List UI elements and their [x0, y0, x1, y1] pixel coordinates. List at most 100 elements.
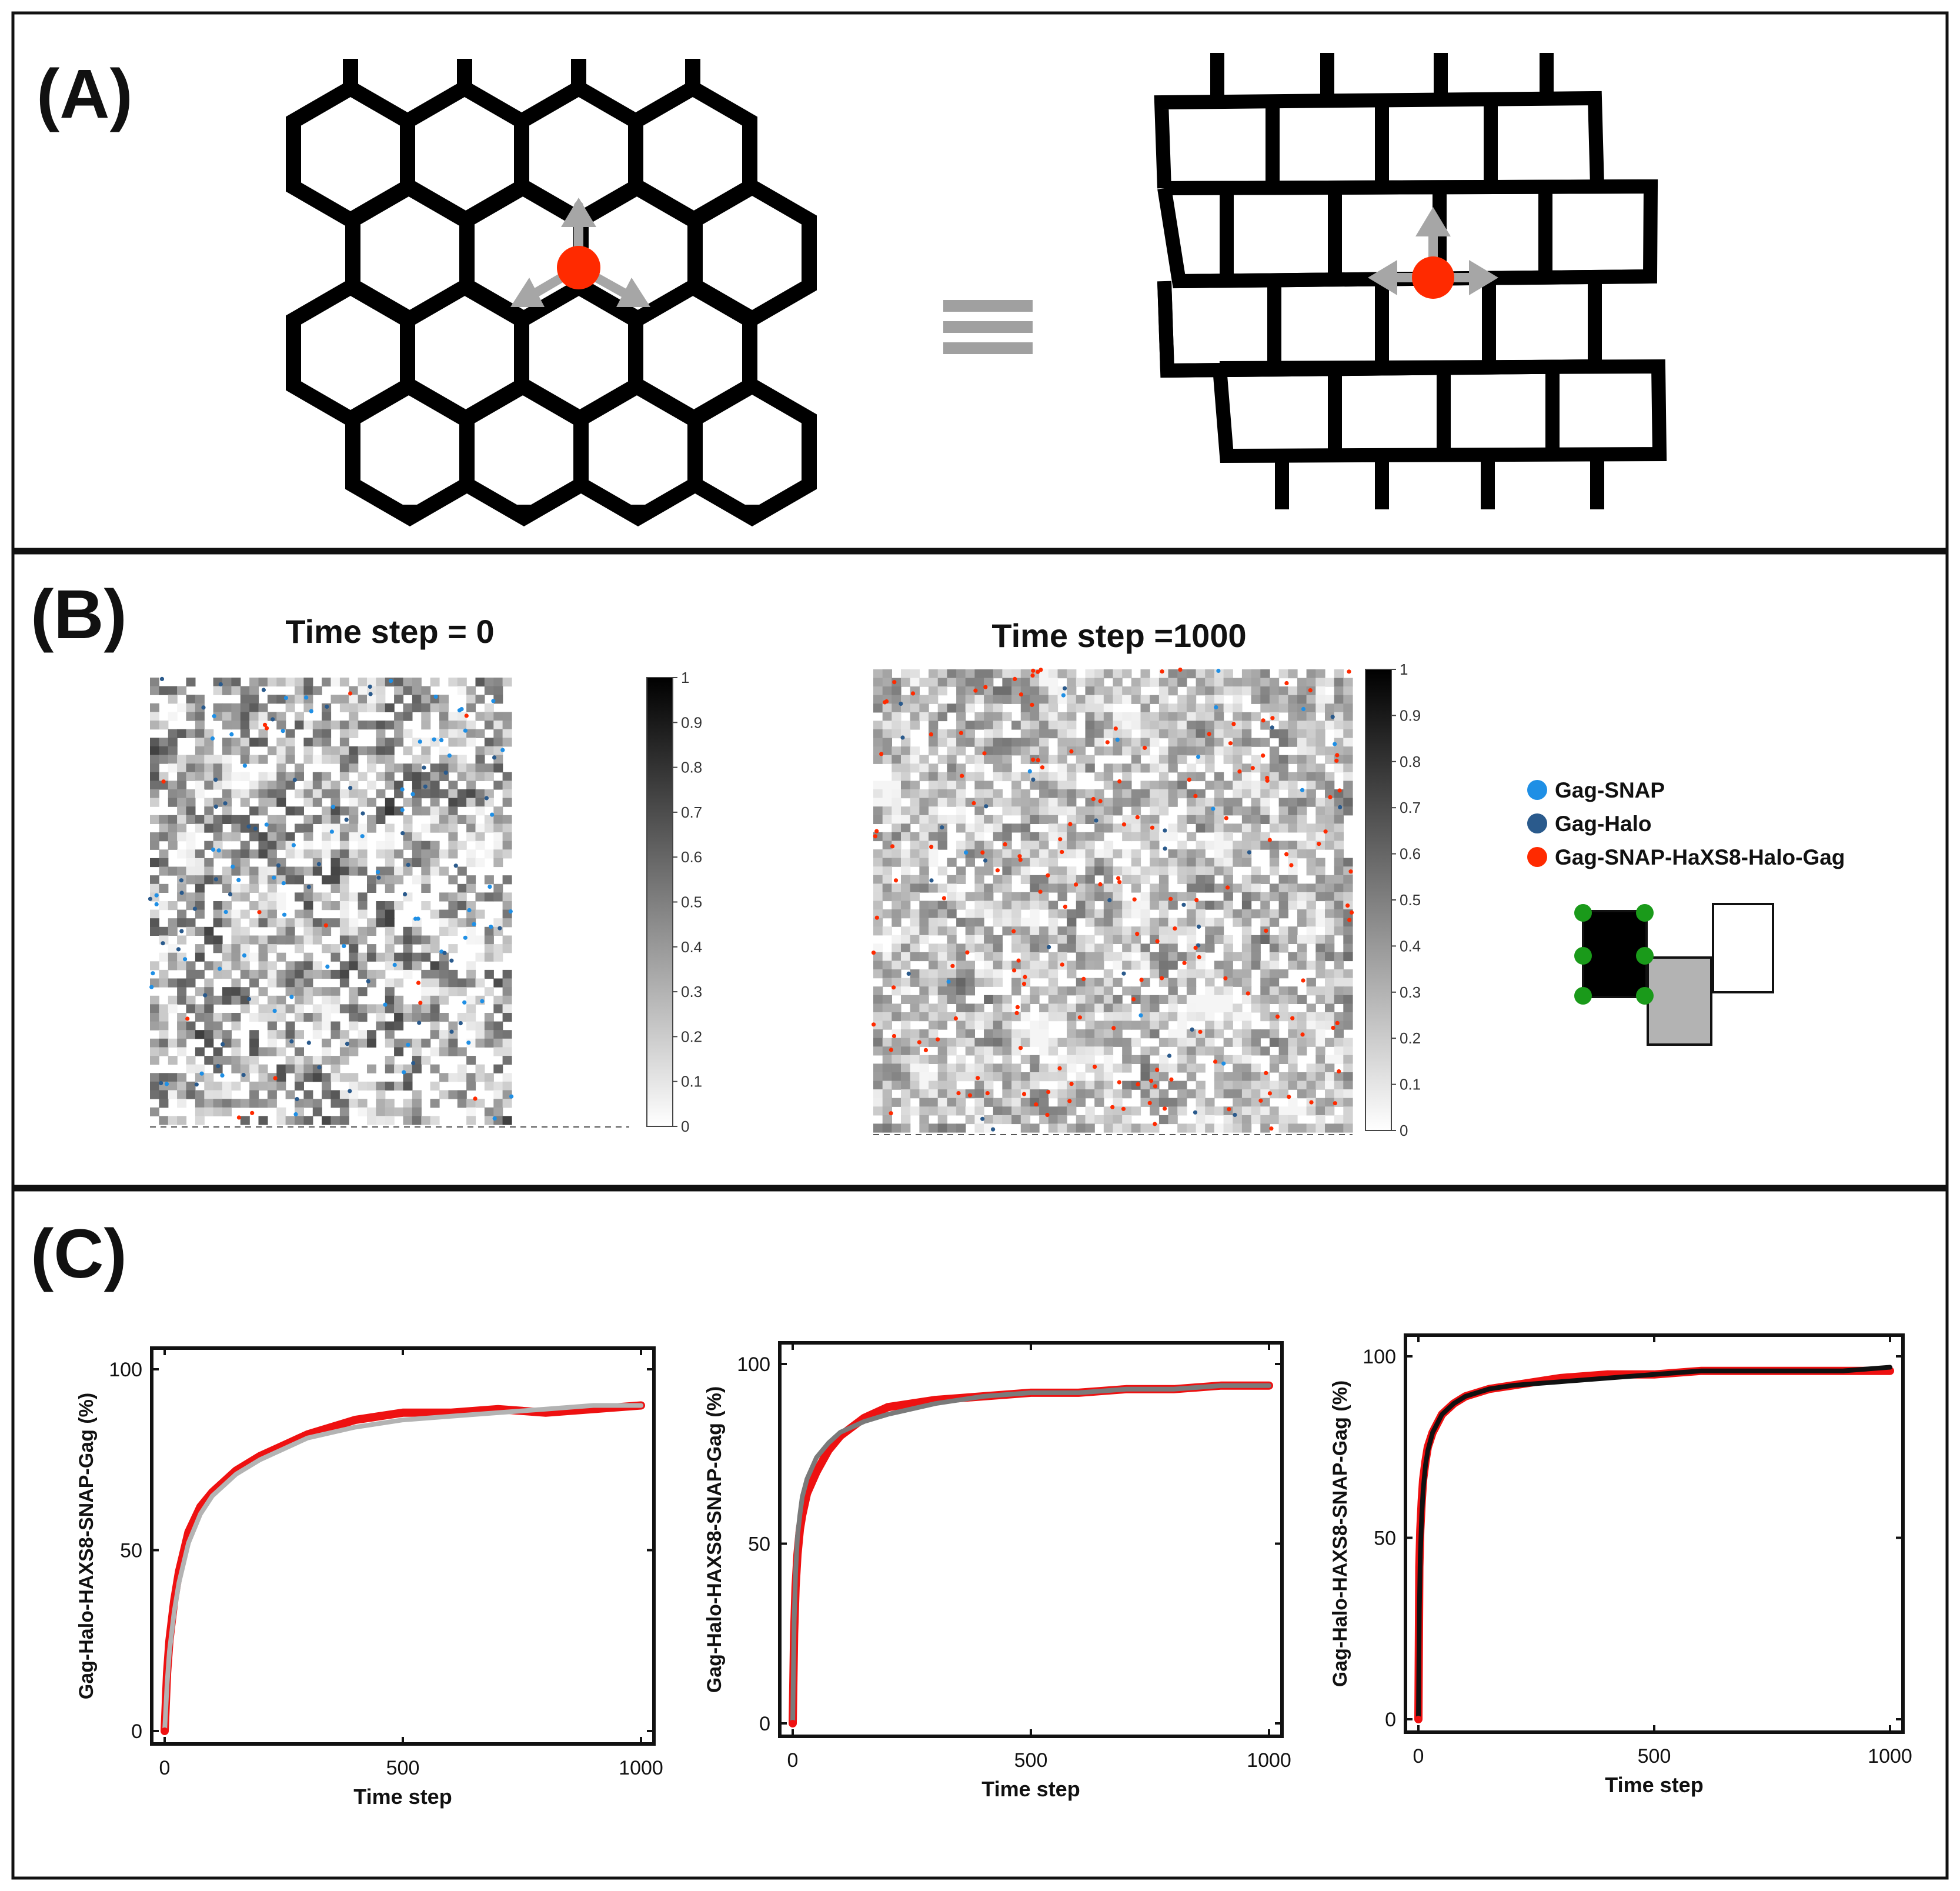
heat-cell	[1325, 969, 1335, 979]
heat-cell	[457, 815, 467, 824]
heat-cell	[195, 1030, 205, 1039]
heat-cell	[919, 986, 929, 996]
heat-cell	[1140, 763, 1150, 773]
heat-cell	[882, 1012, 892, 1022]
molecule-dot	[1213, 1059, 1218, 1064]
heat-cell	[177, 1030, 187, 1039]
heat-cell	[195, 772, 205, 781]
heat-cell	[910, 892, 920, 902]
heat-cell	[403, 1116, 413, 1125]
heat-cell	[1057, 986, 1067, 996]
heat-cell	[295, 995, 304, 1005]
heat-cell	[295, 849, 304, 859]
heat-cell	[493, 1030, 503, 1039]
heat-cell	[159, 1038, 169, 1048]
heat-cell	[1067, 781, 1077, 790]
heat-cell	[1020, 960, 1031, 970]
heat-cell	[412, 678, 422, 687]
heat-cell	[1196, 815, 1206, 824]
heat-cell	[882, 1089, 892, 1099]
heat-cell	[1196, 918, 1206, 927]
molecule-dot	[1337, 1069, 1341, 1074]
heat-cell	[1177, 823, 1187, 833]
heat-cell	[956, 781, 966, 790]
heat-cell	[150, 678, 159, 687]
heat-cell	[1288, 815, 1298, 824]
heat-cell	[249, 703, 259, 712]
arrowhead-left	[1368, 260, 1397, 295]
heat-cell	[1011, 746, 1021, 756]
heat-cell	[1233, 729, 1243, 739]
heat-cell	[919, 849, 929, 859]
heat-cell	[303, 841, 313, 850]
heat-cell	[1269, 763, 1280, 773]
heat-cell	[1020, 892, 1031, 902]
heat-cell	[1113, 901, 1123, 910]
heat-cell	[1260, 789, 1270, 799]
colorbar-tick-label: 0.9	[681, 713, 702, 731]
heat-cell	[421, 806, 431, 816]
heat-cell	[1085, 883, 1095, 893]
heat-cell	[1334, 969, 1344, 979]
heat-cell	[937, 1106, 947, 1116]
heat-cell	[974, 1020, 984, 1030]
heat-cell	[1306, 746, 1316, 756]
heat-cell	[322, 1081, 332, 1091]
heat-cell	[1278, 995, 1288, 1004]
heat-cell	[965, 823, 975, 833]
heat-cell	[475, 1021, 485, 1030]
heat-cell	[177, 806, 187, 816]
heat-cell	[891, 1072, 901, 1082]
heat-cell	[1002, 1003, 1012, 1013]
heat-cell	[891, 918, 901, 927]
heat-cell	[1094, 1029, 1104, 1039]
heat-cell	[1048, 926, 1059, 936]
arrowhead-up	[561, 198, 596, 227]
heat-cell	[984, 823, 994, 833]
heat-cell	[150, 875, 159, 885]
heat-cell	[910, 781, 920, 790]
heat-cell	[430, 781, 440, 790]
heat-cell	[1030, 875, 1040, 884]
heat-cell	[249, 755, 259, 764]
heat-cell	[1039, 686, 1049, 696]
heat-cell	[1315, 875, 1325, 884]
heat-cell	[1011, 1089, 1021, 1099]
heat-cell	[1269, 755, 1280, 764]
heat-cell	[1334, 1055, 1344, 1064]
heat-cell	[1325, 1072, 1335, 1082]
heat-cell	[493, 721, 503, 730]
heat-cell	[1048, 986, 1059, 996]
heat-cell	[222, 781, 232, 790]
heat-cell	[240, 712, 250, 721]
y-tick-label: 100	[737, 1353, 770, 1376]
heat-cell	[1205, 1046, 1215, 1056]
heat-cell	[1241, 1055, 1252, 1064]
heat-cell	[1057, 721, 1067, 730]
heat-cell	[312, 1056, 322, 1065]
heat-cell	[984, 960, 994, 970]
heat-cell	[475, 772, 485, 781]
heat-cell	[1278, 909, 1288, 919]
heat-cell	[1140, 1046, 1150, 1056]
heat-cell	[358, 961, 368, 970]
heat-cell	[1048, 995, 1059, 1004]
molecule-dot	[1187, 778, 1191, 782]
heat-cell	[466, 738, 476, 747]
heat-cell	[1251, 1063, 1261, 1073]
molecule-dot	[1068, 822, 1073, 826]
heat-cell	[1205, 678, 1215, 687]
heat-cell	[1039, 935, 1049, 944]
heat-cell	[1288, 1055, 1298, 1064]
y-tick-label: 100	[1363, 1346, 1396, 1368]
heat-cell	[295, 1056, 304, 1065]
heat-cell	[974, 789, 984, 799]
heat-cell	[1196, 901, 1206, 910]
heat-cell	[339, 875, 349, 885]
heat-cell	[1048, 729, 1059, 739]
heat-cell	[919, 763, 929, 773]
heat-cell	[1278, 1123, 1288, 1133]
molecule-dot	[376, 875, 381, 880]
